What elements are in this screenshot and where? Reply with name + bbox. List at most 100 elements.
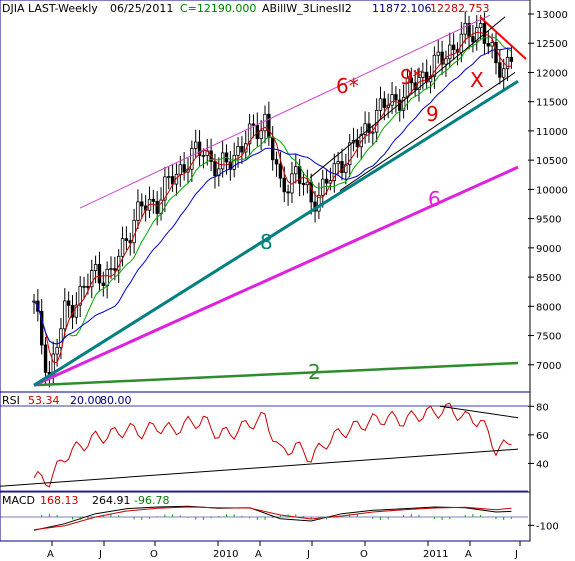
x-tick-label: J — [98, 549, 102, 560]
candle-body — [155, 200, 159, 214]
macd-panel — [0, 491, 531, 542]
candle-body — [251, 123, 256, 126]
channel-6star — [79, 14, 491, 209]
candle-body — [247, 123, 252, 145]
macd-value: -96.78 — [134, 494, 169, 507]
price-ytick-label: 8500 — [536, 273, 561, 284]
candle-body — [451, 44, 456, 51]
candle-body — [78, 285, 82, 306]
rsi-ytick-label: 60 — [536, 431, 549, 442]
candle-body — [509, 56, 514, 62]
candle-body — [478, 23, 483, 29]
candle-body — [440, 51, 444, 65]
trendline-8 — [33, 79, 519, 387]
candle-body — [444, 58, 448, 65]
x-tick-label: O — [360, 549, 368, 560]
candle-body — [190, 147, 194, 170]
candle-body — [340, 161, 344, 174]
candle-body — [178, 164, 182, 175]
candle-body — [401, 96, 406, 111]
candle-body — [136, 201, 140, 221]
candle-body — [409, 77, 413, 84]
candle-body — [286, 191, 290, 194]
study-label: ABillW_3LinesII2 — [262, 2, 352, 15]
candle-body — [113, 268, 117, 271]
x-tick-label: J — [514, 549, 518, 560]
price-ytick-label: 12500 — [536, 39, 568, 50]
candle-body — [236, 146, 240, 156]
price-ytick-label: 7000 — [536, 361, 561, 372]
macd-series-line — [33, 505, 512, 531]
x-tick-label: A — [47, 549, 54, 560]
symbol-label: DJIA LAST-Weekly — [2, 2, 98, 15]
price-layer: 6* 9*9 X 8 6 2 — [32, 11, 527, 388]
annotation-label: 6 — [428, 187, 441, 211]
candle-body — [120, 238, 125, 257]
macd-value: 168.13 — [40, 494, 79, 507]
candle-body — [324, 178, 329, 184]
candle-body — [82, 285, 86, 288]
candle-body — [201, 155, 206, 157]
ma-red-line — [33, 31, 512, 364]
rsi-trendline-upper — [439, 405, 519, 419]
rsi-ytick-label: 40 — [536, 459, 549, 470]
candle-body — [305, 181, 310, 186]
price-ytick-label: 7500 — [536, 332, 561, 343]
candle-body — [278, 163, 283, 179]
candle-body — [475, 27, 479, 43]
annotation-label: 6* — [336, 74, 359, 98]
candle-body — [228, 161, 233, 170]
candle-body — [282, 177, 286, 193]
candle-body — [421, 71, 425, 78]
candle-body — [43, 344, 48, 373]
candle-body — [182, 164, 186, 173]
candle-body — [336, 161, 340, 165]
candle-body — [486, 42, 490, 47]
rsi-value: 20.00 — [70, 394, 102, 407]
candle-body — [382, 98, 387, 108]
candle-body — [355, 140, 360, 148]
candle-body — [240, 146, 244, 153]
x-tick-label: A — [255, 549, 262, 560]
candle-body — [501, 68, 506, 78]
candle-body — [332, 163, 336, 182]
candle-body — [267, 113, 271, 138]
price-ytick-label: 9000 — [536, 244, 561, 255]
candle-body — [463, 23, 467, 35]
channel-9-upper — [309, 16, 506, 179]
price-ytick-label: 11000 — [536, 127, 568, 138]
macd-value: 264.91 — [92, 494, 131, 507]
candle-body — [505, 56, 510, 70]
candle-body — [390, 94, 394, 106]
rsi-ytick-label: 80 — [536, 402, 549, 413]
candle-body — [220, 152, 225, 170]
x-tick-label: J — [306, 549, 310, 560]
candle-body — [378, 98, 383, 111]
candle-body — [498, 62, 502, 78]
rsi-panel — [0, 391, 531, 493]
candle-body — [74, 304, 79, 318]
candle-body — [132, 219, 136, 244]
candle-body — [193, 141, 198, 149]
rsi-value: 53.34 — [28, 394, 60, 407]
candle-body — [448, 44, 452, 60]
candle-body — [40, 310, 44, 346]
candle-body — [151, 198, 156, 202]
rsi-value: 80.00 — [100, 394, 132, 407]
candle-body — [363, 123, 367, 135]
candle-body — [490, 42, 494, 47]
price-ytick-label: 8000 — [536, 302, 561, 313]
candle-body — [274, 159, 279, 165]
price-ytick-label: 12000 — [536, 68, 568, 79]
candle-body — [105, 268, 109, 287]
axis-layer: 13000 12500 12000 11500 11000 10500 10000 9500 9… — [47, 0, 568, 560]
ma-green-line — [33, 36, 512, 345]
candle-body — [347, 142, 352, 166]
candle-body — [344, 164, 348, 174]
candle-body — [101, 282, 105, 287]
candle-body — [174, 173, 179, 185]
candle-body — [124, 238, 129, 242]
candle-body — [109, 268, 113, 271]
